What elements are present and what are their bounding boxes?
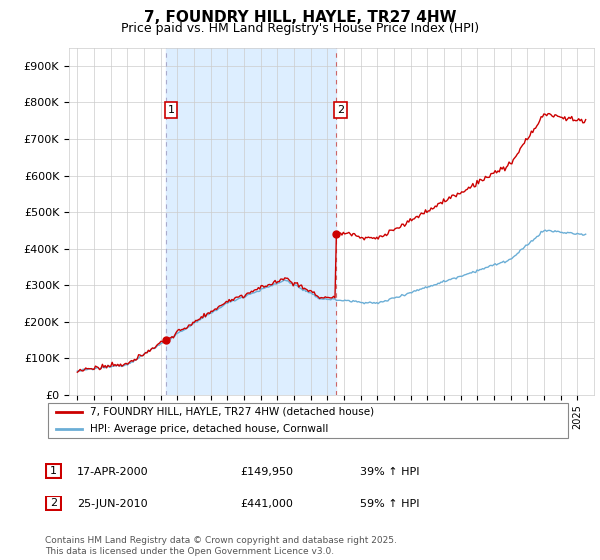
Text: 2: 2 — [337, 105, 344, 115]
Text: Price paid vs. HM Land Registry's House Price Index (HPI): Price paid vs. HM Land Registry's House … — [121, 22, 479, 35]
Text: £441,000: £441,000 — [240, 499, 293, 509]
FancyBboxPatch shape — [46, 496, 61, 511]
Text: 1: 1 — [50, 466, 57, 476]
Text: 59% ↑ HPI: 59% ↑ HPI — [360, 499, 419, 509]
Text: 25-JUN-2010: 25-JUN-2010 — [77, 499, 148, 509]
Text: 1: 1 — [167, 105, 175, 115]
Text: 17-APR-2000: 17-APR-2000 — [77, 466, 148, 477]
FancyBboxPatch shape — [46, 464, 61, 478]
Text: 7, FOUNDRY HILL, HAYLE, TR27 4HW (detached house): 7, FOUNDRY HILL, HAYLE, TR27 4HW (detach… — [90, 407, 374, 417]
Text: Contains HM Land Registry data © Crown copyright and database right 2025.
This d: Contains HM Land Registry data © Crown c… — [45, 536, 397, 556]
Text: 7, FOUNDRY HILL, HAYLE, TR27 4HW: 7, FOUNDRY HILL, HAYLE, TR27 4HW — [144, 10, 456, 25]
Text: 2: 2 — [50, 498, 57, 508]
Text: HPI: Average price, detached house, Cornwall: HPI: Average price, detached house, Corn… — [90, 424, 328, 434]
Text: 39% ↑ HPI: 39% ↑ HPI — [360, 466, 419, 477]
Text: £149,950: £149,950 — [240, 466, 293, 477]
FancyBboxPatch shape — [47, 403, 568, 438]
Bar — [166, 48, 335, 395]
